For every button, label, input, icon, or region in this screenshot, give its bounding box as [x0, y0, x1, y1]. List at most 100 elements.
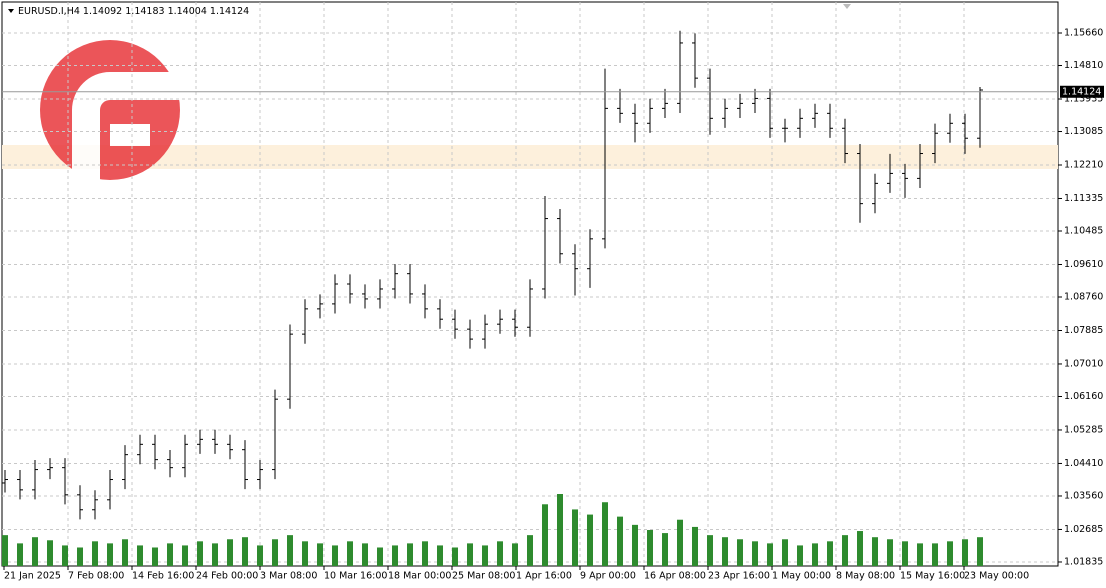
x-tick-label: 1 May 00:00: [772, 571, 831, 582]
last-open: 1.14092: [83, 6, 122, 17]
volume-bar: [77, 547, 83, 566]
x-tick-label: 9 Apr 00:00: [580, 571, 636, 582]
volume-bar: [947, 541, 953, 566]
last-high: 1.14183: [125, 6, 164, 17]
volume-bar: [527, 535, 533, 566]
volume-bar: [482, 545, 488, 566]
y-tick-label: 1.11335: [1064, 193, 1103, 204]
last-close: 1.14124: [210, 6, 249, 17]
volume-bar: [902, 541, 908, 566]
volume-bar: [167, 543, 173, 566]
volume-bar: [812, 543, 818, 566]
volume-bar: [137, 545, 143, 566]
volume-bar: [2, 535, 8, 566]
volume-bar: [422, 541, 428, 566]
x-tick-label: 14 Feb 16:00: [132, 571, 194, 582]
y-tick-label: 1.14810: [1064, 60, 1103, 71]
volume-bar: [797, 545, 803, 566]
volume-bar: [917, 543, 923, 566]
volume-bar: [437, 545, 443, 566]
volume-bar: [497, 541, 503, 566]
volume-bar: [512, 543, 518, 566]
shift-marker: [843, 4, 851, 9]
price-label: 1.14124: [1062, 86, 1101, 97]
volume-bar: [227, 539, 233, 566]
volume-bar: [32, 537, 38, 566]
volume-bar: [287, 535, 293, 566]
volume-bar: [272, 539, 278, 566]
x-tick-label: 23 May 00:00: [964, 571, 1029, 582]
volume-bar: [122, 539, 128, 566]
volume-bar: [827, 541, 833, 566]
volume-bar: [647, 530, 653, 566]
volume-bar: [857, 531, 863, 566]
y-tick-label: 1.13935: [1064, 93, 1103, 104]
volume-bar: [962, 539, 968, 566]
volume-bar: [212, 543, 218, 566]
symbol: EURUSD.I,H4: [18, 6, 80, 17]
y-tick-label: 1.08760: [1064, 292, 1103, 303]
volume-bar: [107, 543, 113, 566]
volume-bar: [587, 514, 593, 566]
volume-bar: [737, 539, 743, 566]
x-tick-label: 16 Apr 08:00: [644, 571, 706, 582]
y-tick-label: 1.01835: [1064, 556, 1103, 567]
volume-bar: [452, 547, 458, 566]
x-tick-label: 18 Mar 00:00: [388, 571, 451, 582]
volume-bar: [977, 537, 983, 566]
y-tick-label: 1.07885: [1064, 325, 1103, 336]
y-tick-label: 1.10485: [1064, 226, 1103, 237]
volume-bar: [572, 509, 578, 566]
volume-bar: [47, 540, 53, 566]
volume-bar: [662, 533, 668, 566]
volume-bar: [722, 537, 728, 566]
volume-bar: [332, 545, 338, 566]
volume-bar: [842, 535, 848, 566]
y-tick-label: 1.09610: [1064, 259, 1103, 270]
volume-bar: [242, 537, 248, 566]
y-tick-label: 1.06160: [1064, 391, 1103, 402]
x-tick-label: 21 Jan 2025: [4, 571, 61, 582]
volume-bar: [317, 543, 323, 566]
volume-bar: [602, 502, 608, 566]
x-tick-label: 7 Feb 08:00: [68, 571, 124, 582]
volume-bar: [632, 524, 638, 566]
volume-bar: [467, 543, 473, 566]
y-tick-label: 1.05285: [1064, 424, 1103, 435]
volume-bar: [182, 545, 188, 566]
x-tick-label: 23 Apr 16:00: [708, 571, 770, 582]
volume-bar: [17, 543, 23, 566]
menu-arrow[interactable]: [8, 9, 14, 13]
x-tick-label: 3 Mar 08:00: [260, 571, 317, 582]
volume-bar: [92, 541, 98, 566]
x-tick-label: 10 Mar 16:00: [324, 571, 387, 582]
volume: [2, 494, 983, 566]
y-tick-label: 1.15660: [1064, 27, 1103, 38]
volume-bar: [767, 543, 773, 566]
volume-bar: [932, 543, 938, 566]
y-tick-label: 1.07010: [1064, 358, 1103, 369]
volume-bar: [152, 547, 158, 566]
x-tick-label: 15 May 16:00: [900, 571, 965, 582]
volume-bar: [707, 535, 713, 566]
y-tick-label: 1.04410: [1064, 458, 1103, 469]
volume-bar: [677, 519, 683, 566]
x-tick-label: 1 Apr 16:00: [516, 571, 572, 582]
volume-bar: [377, 547, 383, 566]
volume-bar: [257, 545, 263, 566]
y-tick-label: 1.03560: [1064, 490, 1103, 501]
volume-bar: [557, 494, 563, 566]
x-tick-label: 8 May 08:00: [836, 571, 895, 582]
volume-bar: [362, 543, 368, 566]
volume-bar: [872, 537, 878, 566]
x-tick-label: 25 Mar 08:00: [452, 571, 515, 582]
volume-bar: [302, 541, 308, 566]
logo: [40, 40, 180, 180]
price-label-box: [1060, 85, 1104, 98]
volume-bar: [407, 543, 413, 566]
y-tick-label: 1.02685: [1064, 524, 1103, 535]
volume-bar: [347, 541, 353, 566]
volume-bar: [617, 516, 623, 566]
y-tick-label: 1.12210: [1064, 160, 1103, 171]
